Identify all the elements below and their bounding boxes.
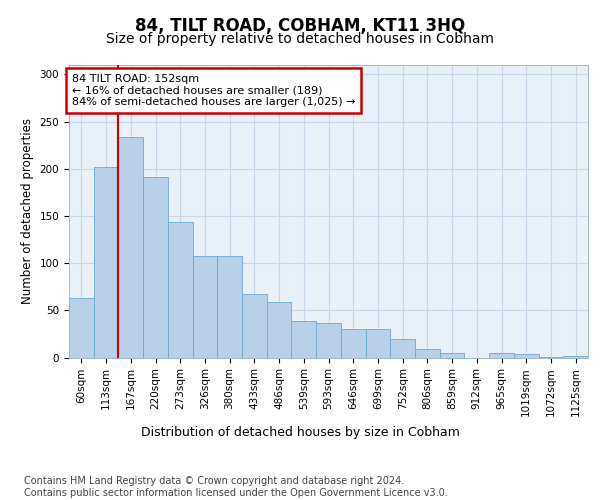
Text: Contains HM Land Registry data © Crown copyright and database right 2024.
Contai: Contains HM Land Registry data © Crown c…	[24, 476, 448, 498]
Bar	[118, 136, 143, 358]
Bar	[341, 329, 365, 358]
Text: 84, TILT ROAD, COBHAM, KT11 3HQ: 84, TILT ROAD, COBHAM, KT11 3HQ	[135, 18, 465, 36]
Text: 84 TILT ROAD: 152sqm
← 16% of detached houses are smaller (189)
84% of semi-deta: 84 TILT ROAD: 152sqm ← 16% of detached h…	[71, 74, 355, 107]
Text: Distribution of detached houses by size in Cobham: Distribution of detached houses by size …	[140, 426, 460, 439]
Bar	[514, 354, 539, 358]
Bar	[489, 353, 514, 358]
Bar	[193, 256, 217, 358]
Bar	[267, 302, 292, 358]
Y-axis label: Number of detached properties: Number of detached properties	[21, 118, 34, 304]
Bar	[539, 356, 563, 358]
Bar	[415, 349, 440, 358]
Bar	[242, 294, 267, 358]
Bar	[563, 356, 588, 358]
Bar	[390, 338, 415, 357]
Bar	[292, 320, 316, 358]
Bar	[143, 178, 168, 358]
Bar	[316, 322, 341, 358]
Bar	[94, 167, 118, 358]
Text: Size of property relative to detached houses in Cobham: Size of property relative to detached ho…	[106, 32, 494, 46]
Bar	[69, 298, 94, 358]
Bar	[217, 256, 242, 358]
Bar	[440, 353, 464, 358]
Bar	[365, 329, 390, 358]
Bar	[168, 222, 193, 358]
